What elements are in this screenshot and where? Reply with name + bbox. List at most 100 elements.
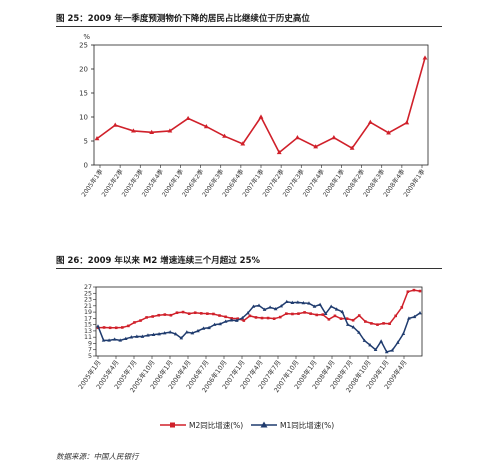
chart2-m1-point xyxy=(157,332,161,336)
chart2-m1-point xyxy=(329,304,333,308)
chart2-m1-point xyxy=(251,304,256,308)
chart1-point xyxy=(404,120,410,125)
chart2-m1-point xyxy=(296,300,300,304)
chart2-m2-point xyxy=(199,312,203,315)
chart2-m1-point xyxy=(368,343,372,347)
chart1-y-tick-label: 20 xyxy=(79,66,88,74)
chart2-m1-point xyxy=(129,335,134,339)
chart2-m1-point xyxy=(246,311,250,315)
chart2-m2-point xyxy=(151,315,154,318)
chart2-series-line-2 xyxy=(97,300,421,353)
chart1-point xyxy=(131,128,136,133)
chart2-y-tick-label: 5 xyxy=(88,353,92,360)
chart2-m1-point xyxy=(334,307,339,311)
chart2-y-tick-label: 25 xyxy=(84,290,92,297)
chart2-m1-point xyxy=(390,348,395,352)
chart2-m2-point xyxy=(315,313,319,317)
chart2-m1-point xyxy=(312,304,317,308)
chart2-m1-point xyxy=(96,324,100,328)
chart2-m2-point xyxy=(248,314,252,318)
chart2-m1-point xyxy=(218,322,222,326)
chart2-m1-point xyxy=(290,300,295,304)
chart2-m1-point xyxy=(412,314,417,319)
data-source-note: 数据来源：中国人民银行 xyxy=(56,452,139,461)
chart2-m1-point xyxy=(340,309,345,314)
chart2-m1-point xyxy=(173,332,178,336)
chart2-m2-point xyxy=(218,314,221,317)
chart2-m2-point xyxy=(175,311,179,315)
chart2-m2-point xyxy=(357,314,361,317)
chart2-m2-point xyxy=(145,316,148,319)
chart2-m1-point xyxy=(140,334,145,338)
chart1-y-tick-label: 0 xyxy=(84,162,88,170)
chart2-m1-point xyxy=(207,325,211,330)
chart2-m1-point xyxy=(168,330,172,334)
chart1-unit-label: % xyxy=(83,33,90,41)
chart2-m2-point xyxy=(394,314,397,318)
chart2-legend-marker-1 xyxy=(170,422,175,428)
chart2-m2-point xyxy=(163,313,167,316)
figure-25-title: 图 25：2009 年一季度预测物价下降的居民占比继续位于历史高位 xyxy=(56,14,310,24)
chart2-m2-point xyxy=(297,312,300,315)
chart1-point xyxy=(167,128,173,133)
chart2-m1-point xyxy=(185,330,189,334)
chart2-y-tick-label: 7 xyxy=(88,347,92,354)
chart2-m1-point xyxy=(151,332,156,336)
chart2-m1-point xyxy=(257,303,261,307)
chart2-m2-point xyxy=(236,317,240,320)
chart2-m2-point xyxy=(206,312,209,315)
chart2-m2-point xyxy=(133,321,136,324)
chart1-point xyxy=(112,122,118,127)
chart2-m1-point xyxy=(107,338,111,342)
chart2-m1-point xyxy=(351,325,356,329)
chart2-m2-point xyxy=(339,317,343,320)
chart2-m2-point xyxy=(266,316,270,320)
chart2-m2-point xyxy=(370,322,373,325)
chart2-m2-point xyxy=(321,313,325,316)
chart2-legend-marker-2 xyxy=(260,421,268,428)
figure-25-rule xyxy=(56,26,442,27)
chart1-series-line xyxy=(96,57,426,154)
chart2-m1-point xyxy=(146,333,150,337)
chart2-m1-point xyxy=(407,316,411,320)
figure-26-title: 图 26：2009 年以来 M2 增速连续三个月超过 25% xyxy=(56,256,261,266)
chart2-m1-point xyxy=(373,347,378,352)
chart2-m1-point xyxy=(284,299,289,304)
chart2-m1-point xyxy=(268,305,272,309)
chart1-point xyxy=(240,141,246,146)
chart1-y-tick-label: 10 xyxy=(79,114,88,122)
chart2-m1-point xyxy=(273,306,278,311)
chart2-m2-point xyxy=(376,323,379,326)
chart2-m1-point xyxy=(262,307,267,311)
chart2-m1-point xyxy=(418,311,422,315)
chart1-point xyxy=(203,124,209,129)
chart2-m2-point xyxy=(382,322,385,325)
chart2-m2-point xyxy=(364,320,367,323)
chart2-y-tick-label: 23 xyxy=(84,297,92,304)
chart2-m2-point xyxy=(303,311,306,314)
chart2-m2-point xyxy=(242,319,246,322)
chart2-m1-point xyxy=(135,334,139,338)
chart2-m2-point xyxy=(418,289,422,293)
chart2-m2-point xyxy=(114,326,118,330)
chart1-point xyxy=(276,149,282,155)
chart2-m1-point xyxy=(118,338,123,342)
chart2-m1-point xyxy=(279,304,284,308)
chart2-m2-point xyxy=(230,317,233,320)
chart2-m2-point xyxy=(412,288,416,292)
chart2-m1-point xyxy=(318,302,322,306)
chart2-m2-point xyxy=(102,326,106,329)
chart2-m2-point xyxy=(108,326,112,330)
chart2-m2-point xyxy=(285,312,288,315)
chart2-m1-point xyxy=(162,331,167,335)
chart1-y-tick-label: 25 xyxy=(79,42,88,50)
chart2-legend-label-1: M2同比增速(%) xyxy=(189,420,243,430)
chart2-m1-point xyxy=(223,319,228,323)
chart2-m1-point xyxy=(401,331,406,336)
chart2-m2-point xyxy=(193,311,197,315)
chart2-m1-point xyxy=(229,318,234,322)
chart2-m1-point xyxy=(101,338,106,342)
chart2-y-tick-label: 13 xyxy=(84,328,92,335)
chart2-m1-point xyxy=(196,328,200,333)
